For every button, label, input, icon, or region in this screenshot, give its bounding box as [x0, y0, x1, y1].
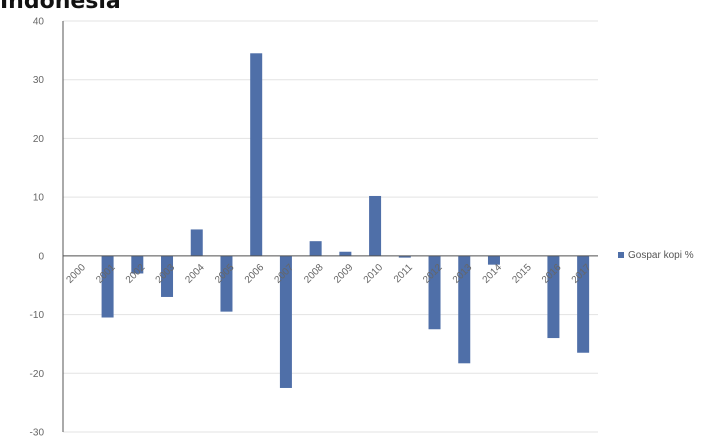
bar-2013 [458, 255, 471, 364]
bar-2010 [369, 195, 382, 256]
x-tick-label: 2008 [302, 262, 326, 286]
y-tick-label: -30 [30, 428, 45, 436]
bar-2009 [339, 251, 352, 256]
gridlines [63, 20, 598, 433]
bar-2011 [398, 255, 411, 258]
bar-2002 [131, 255, 144, 274]
y-axis-ticks: 40 30 20 10 0 -10 -20 -30 [30, 17, 45, 436]
bar-2004 [190, 229, 203, 256]
bar-2001 [101, 255, 114, 318]
x-tick-label: 2004 [183, 262, 207, 286]
bar-2003 [161, 255, 174, 297]
x-tick-label: 2014 [481, 262, 505, 286]
x-tick-label: 2000 [64, 262, 88, 286]
x-tick-label: 2009 [332, 262, 356, 286]
legend: Gospar kopi % [618, 250, 694, 261]
x-axis-ticks: 2000 2001 2002 2003 2004 2005 2006 2007 2008 2009… [64, 262, 593, 286]
bar-2008 [309, 241, 322, 256]
x-tick-label: 2010 [362, 262, 386, 286]
x-tick-label: 2006 [243, 262, 267, 286]
y-tick-label: 20 [33, 134, 45, 145]
bar-2016 [547, 255, 560, 339]
bar-2017 [577, 255, 590, 353]
bar-2005 [220, 255, 233, 312]
y-tick-label: -10 [30, 310, 45, 321]
bar-2007 [279, 255, 292, 388]
bar-2006 [250, 53, 263, 256]
y-tick-label: 40 [33, 17, 45, 28]
legend-label: Gospar kopi % [628, 250, 694, 261]
chart-title: Indonesia [0, 0, 121, 14]
x-tick-label: 2002 [124, 262, 148, 286]
bars [101, 53, 590, 388]
y-tick-label: 0 [38, 251, 44, 262]
bar-2014 [487, 255, 500, 265]
y-tick-label: 30 [33, 75, 45, 86]
legend-swatch [618, 252, 624, 258]
x-tick-label: 2015 [510, 262, 534, 286]
bar-2012 [428, 255, 441, 330]
y-tick-label: 10 [33, 193, 45, 204]
axes [62, 21, 598, 432]
y-tick-label: -20 [30, 369, 45, 380]
x-tick-label: 2011 [392, 262, 415, 285]
